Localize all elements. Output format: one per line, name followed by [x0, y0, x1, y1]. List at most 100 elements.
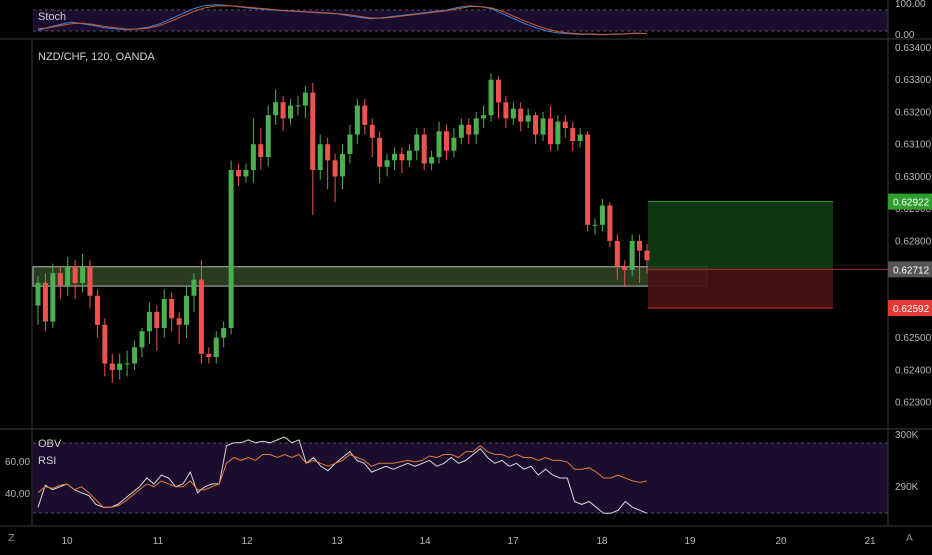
- candle-body[interactable]: [228, 170, 234, 329]
- candle-body[interactable]: [139, 331, 145, 348]
- candle-body[interactable]: [607, 205, 613, 241]
- time-tick-label: 17: [507, 536, 519, 547]
- candle-body[interactable]: [161, 299, 167, 329]
- candle-body[interactable]: [280, 102, 286, 119]
- candle-body[interactable]: [325, 144, 331, 161]
- candle-body[interactable]: [124, 363, 130, 365]
- candle-body[interactable]: [221, 328, 227, 338]
- candle-body[interactable]: [481, 115, 487, 119]
- candle-body[interactable]: [377, 137, 383, 167]
- candle-body[interactable]: [384, 160, 390, 167]
- candle-body[interactable]: [213, 337, 219, 358]
- auto-scale-icon[interactable]: A: [906, 533, 913, 544]
- candle-body[interactable]: [310, 92, 316, 170]
- time-tick-label: 13: [331, 536, 343, 547]
- candle-body[interactable]: [94, 295, 100, 325]
- candle-body[interactable]: [80, 266, 86, 283]
- candle-body[interactable]: [614, 240, 620, 267]
- candle-body[interactable]: [288, 105, 294, 119]
- candle-body[interactable]: [414, 134, 420, 151]
- indicator-line: [37, 436, 648, 514]
- candle-body[interactable]: [132, 347, 138, 364]
- candle-body[interactable]: [458, 124, 464, 138]
- candle-body[interactable]: [622, 266, 628, 270]
- price-tick-label: 0.63400: [895, 43, 932, 54]
- candle-body[interactable]: [436, 131, 442, 158]
- candle-body[interactable]: [562, 121, 568, 129]
- candle-body[interactable]: [555, 121, 561, 145]
- rsi-band: [33, 443, 888, 513]
- candle-body[interactable]: [429, 157, 435, 164]
- candle-body[interactable]: [273, 102, 279, 116]
- candle-body[interactable]: [72, 266, 78, 283]
- candle-body[interactable]: [354, 105, 360, 135]
- candle-body[interactable]: [629, 240, 635, 270]
- candle-body[interactable]: [399, 153, 405, 161]
- candle-body[interactable]: [109, 363, 115, 370]
- candle-body[interactable]: [637, 240, 643, 251]
- candle-body[interactable]: [302, 92, 308, 106]
- candle-body[interactable]: [317, 144, 323, 170]
- candle-body[interactable]: [176, 318, 182, 325]
- price-tick-label: 0.63300: [895, 75, 932, 86]
- candle-body[interactable]: [102, 324, 108, 364]
- candle-body[interactable]: [644, 250, 650, 261]
- candle-body[interactable]: [503, 102, 509, 119]
- candle-body[interactable]: [50, 273, 56, 322]
- candle-body[interactable]: [347, 134, 353, 154]
- candle-body[interactable]: [488, 79, 494, 116]
- candle-body[interactable]: [406, 150, 412, 161]
- price-tick-label: 0.62400: [895, 365, 932, 376]
- candle-body[interactable]: [250, 144, 256, 170]
- time-tick-label: 20: [775, 536, 787, 547]
- candle-body[interactable]: [154, 311, 160, 329]
- candle-body[interactable]: [236, 170, 242, 177]
- candle-body[interactable]: [340, 153, 345, 177]
- candle-body[interactable]: [243, 170, 249, 177]
- candle-body[interactable]: [466, 124, 472, 135]
- candle-body[interactable]: [510, 108, 516, 119]
- candle-body[interactable]: [362, 105, 368, 125]
- time-tick-label: 21: [864, 536, 876, 547]
- candle-body[interactable]: [191, 279, 197, 296]
- candle-body[interactable]: [577, 134, 583, 141]
- candle-body[interactable]: [117, 363, 123, 370]
- candle-body[interactable]: [42, 282, 48, 322]
- rsi-legend: RSI: [38, 455, 56, 467]
- candle-body[interactable]: [451, 137, 457, 151]
- timezone-icon[interactable]: Z: [8, 533, 15, 544]
- candle-body[interactable]: [206, 353, 212, 358]
- candle-body[interactable]: [265, 115, 271, 158]
- candle-body[interactable]: [525, 115, 531, 122]
- candle-body[interactable]: [443, 131, 449, 151]
- candle-body[interactable]: [599, 205, 605, 225]
- candle-body[interactable]: [533, 115, 539, 135]
- candle-body[interactable]: [332, 160, 338, 177]
- candle-body[interactable]: [146, 311, 152, 332]
- candle-body[interactable]: [421, 134, 427, 164]
- candle-body[interactable]: [369, 124, 375, 138]
- candle-body[interactable]: [540, 118, 546, 135]
- candle-body[interactable]: [592, 224, 598, 226]
- candle-body[interactable]: [295, 105, 301, 107]
- candle-body[interactable]: [585, 134, 591, 225]
- candle-body[interactable]: [495, 79, 501, 103]
- candle-body[interactable]: [391, 153, 397, 161]
- support-zone[interactable]: [32, 266, 708, 287]
- candle-body[interactable]: [473, 118, 479, 135]
- candle-body[interactable]: [169, 299, 175, 319]
- candle-body[interactable]: [570, 128, 576, 141]
- profit-target-box[interactable]: [648, 201, 833, 270]
- stop-loss-box[interactable]: [648, 269, 833, 309]
- candle-body[interactable]: [57, 273, 63, 287]
- candle-body[interactable]: [198, 279, 204, 354]
- candle-body[interactable]: [65, 266, 71, 287]
- candle-body[interactable]: [547, 118, 553, 145]
- candle-body[interactable]: [184, 295, 190, 325]
- candle-body[interactable]: [258, 144, 264, 158]
- candle-body[interactable]: [87, 266, 93, 296]
- candle-body[interactable]: [518, 108, 524, 122]
- candle-body[interactable]: [35, 282, 41, 306]
